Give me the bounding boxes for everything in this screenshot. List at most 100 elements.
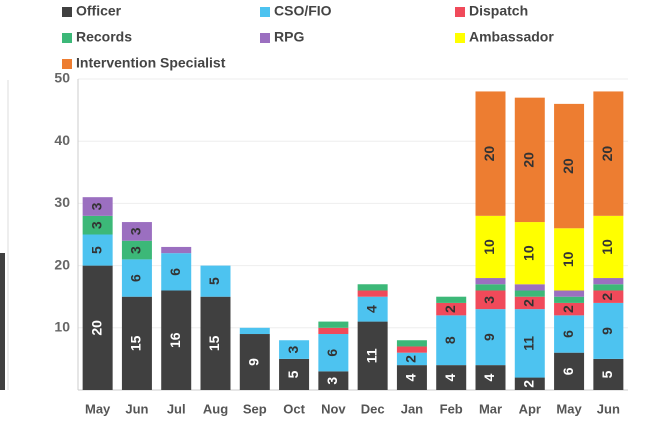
value-label: 9 — [245, 358, 261, 366]
value-label: 11 — [363, 348, 379, 363]
x-tick-label: Dec — [361, 401, 385, 416]
bar-segment — [514, 377, 545, 390]
value-label: 5 — [88, 246, 104, 254]
value-label: 6 — [167, 268, 183, 276]
value-label: 2 — [520, 380, 536, 388]
bar-segment — [475, 309, 506, 366]
bar-segment — [82, 265, 113, 390]
value-label: 3 — [285, 345, 301, 353]
legend-swatch — [455, 7, 465, 17]
x-tick-label: Nov — [321, 401, 346, 416]
bar-segment — [514, 97, 545, 223]
bar-segment — [593, 91, 624, 216]
legend-swatch — [260, 7, 270, 17]
y-tick-label: 10 — [54, 319, 70, 335]
bar-segment — [318, 321, 349, 328]
value-label: 2 — [599, 293, 615, 301]
legend-label: Ambassador — [469, 29, 554, 45]
bar-segment — [436, 302, 467, 316]
y-tick-label: 50 — [54, 70, 70, 86]
bar-segment — [475, 215, 506, 279]
x-tick-label: Mar — [479, 401, 502, 416]
value-label: 15 — [128, 335, 144, 351]
legend-label: CSO/FIO — [274, 3, 332, 19]
value-label: 5 — [599, 370, 615, 378]
value-label: 3 — [88, 202, 104, 210]
bar-segment — [318, 327, 349, 335]
bar-segment — [554, 103, 585, 229]
bar-segment — [554, 228, 585, 291]
value-label: 6 — [128, 274, 144, 282]
value-label: 10 — [599, 239, 615, 255]
bar-segment — [82, 215, 113, 235]
value-label: 2 — [520, 299, 536, 307]
x-tick-label: Sep — [243, 401, 267, 416]
x-tick-label: May — [556, 401, 582, 416]
bar-segment — [554, 290, 585, 297]
bar-segment — [475, 91, 506, 216]
bar-segment — [239, 334, 270, 390]
x-tick-label: Aug — [203, 401, 228, 416]
bar-segment — [554, 296, 585, 303]
bar-segment — [514, 222, 545, 285]
bar-segment — [554, 302, 585, 316]
bar-segment — [475, 278, 506, 285]
bar-segment — [161, 290, 192, 390]
value-label: 15 — [206, 335, 222, 351]
legend-swatch — [455, 33, 465, 43]
bar-segment — [318, 334, 349, 372]
value-label: 3 — [324, 377, 340, 385]
value-label: 20 — [560, 158, 576, 174]
cutoff-bar — [0, 253, 5, 390]
value-label: 20 — [599, 146, 615, 162]
legend-label: RPG — [274, 29, 304, 45]
x-tick-label: Apr — [519, 401, 541, 416]
x-tick-label: Feb — [440, 401, 463, 416]
bar-segment — [475, 290, 506, 310]
bar-segment — [121, 222, 152, 241]
bar-segment — [436, 315, 467, 366]
bar-segment — [514, 290, 545, 297]
value-label: 10 — [481, 239, 497, 255]
bar-segment — [239, 327, 270, 335]
bar-segment — [396, 346, 427, 353]
legend-swatch — [62, 7, 72, 17]
bar-segment — [279, 358, 310, 390]
legend-label: Officer — [76, 3, 122, 19]
y-tick-label: 40 — [54, 132, 70, 148]
value-label: 6 — [324, 349, 340, 357]
bar-segment — [396, 352, 427, 366]
bar-segment — [593, 302, 624, 359]
legend-swatch — [260, 33, 270, 43]
x-tick-label: Jul — [167, 401, 186, 416]
legend-swatch — [62, 33, 72, 43]
bar-segment — [279, 340, 310, 359]
bar-segment — [357, 290, 388, 297]
legend-label: Records — [76, 29, 132, 45]
bar-segment — [161, 246, 192, 254]
value-label: 4 — [442, 373, 458, 381]
legend-label: Intervention Specialist — [76, 55, 226, 71]
bar-segment — [161, 253, 192, 291]
bar-segment — [593, 290, 624, 303]
value-label: 5 — [206, 277, 222, 285]
value-label: 2 — [442, 305, 458, 313]
bar-segment — [357, 284, 388, 291]
bar-segment — [554, 315, 585, 353]
bar-segment — [396, 365, 427, 390]
value-label: 3 — [128, 246, 144, 254]
bar-segment — [593, 278, 624, 285]
value-label: 16 — [167, 332, 183, 348]
bar-segment — [121, 296, 152, 390]
bar-segment — [554, 352, 585, 390]
value-label: 20 — [88, 320, 104, 336]
x-tick-label: Oct — [283, 401, 305, 416]
value-label: 2 — [403, 355, 419, 363]
value-label: 2 — [560, 305, 576, 313]
y-tick-label: 20 — [54, 256, 70, 272]
bar-segment — [121, 259, 152, 297]
x-tick-label: Jun — [125, 401, 148, 416]
bar-segment — [514, 309, 545, 378]
value-label: 3 — [481, 296, 497, 304]
